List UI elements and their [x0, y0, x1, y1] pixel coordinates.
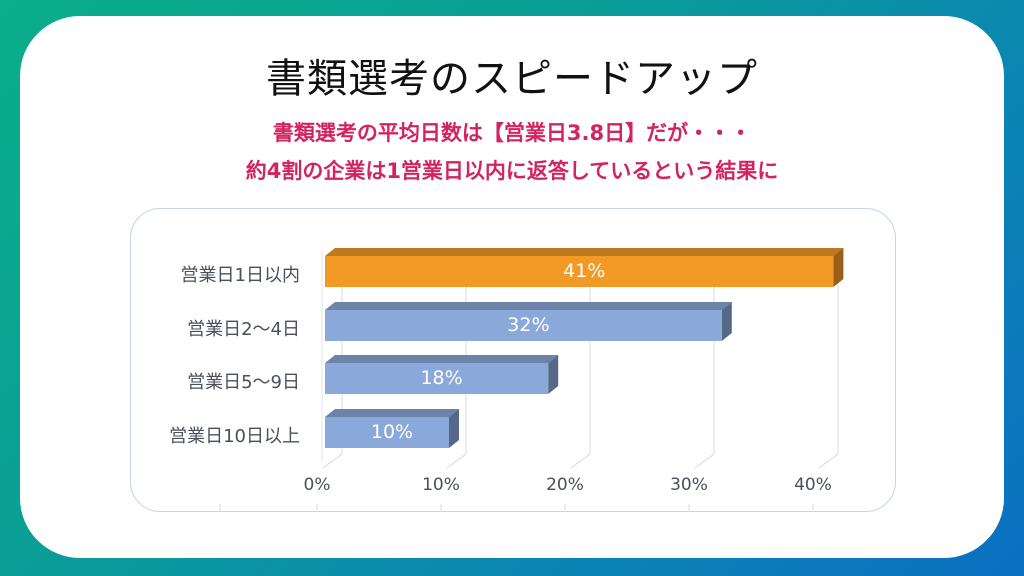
bar-side-face	[548, 355, 559, 394]
bar-top-face	[325, 355, 559, 363]
category-label: 営業日5〜9日	[187, 372, 300, 393]
bar-side-face	[721, 302, 732, 341]
bar-front-face	[325, 256, 834, 287]
subtitle-line-1: 書類選考の平均日数は【営業日3.8日】だが・・・	[272, 121, 752, 145]
gridline-floor	[570, 453, 591, 469]
bar-top-face	[325, 409, 459, 417]
category-label: 営業日10日以上	[169, 426, 300, 447]
slide-title: 書類選考のスピードアップ	[266, 56, 758, 102]
bar-front-face	[325, 310, 722, 341]
gridline-floor	[322, 453, 343, 469]
bar-value-label: 32%	[507, 314, 550, 336]
bar-value-label: 18%	[420, 367, 463, 389]
category-label: 営業日2〜4日	[187, 319, 300, 340]
bar-side-face	[833, 248, 844, 287]
x-tick-label: 30%	[670, 475, 708, 495]
bar-value-label: 41%	[563, 260, 606, 282]
bar-top-face	[325, 302, 732, 310]
subtitle-line-2: 約4割の企業は1営業日以内に返答しているという結果に	[245, 159, 779, 183]
bar-value-label: 10%	[370, 421, 414, 443]
x-tick-label: 10%	[422, 475, 460, 495]
x-tick-label: 20%	[546, 475, 584, 495]
gridline-floor	[818, 453, 839, 469]
bar-top-face	[325, 248, 844, 256]
bar-front-face	[325, 363, 549, 394]
bar-front-face	[325, 417, 449, 448]
x-tick-label: 40%	[794, 475, 832, 495]
gridline-floor	[694, 453, 715, 469]
x-tick-label: 0%	[303, 475, 331, 495]
gridline-floor	[446, 453, 467, 469]
bar-side-face	[449, 409, 459, 448]
category-label: 営業日1日以内	[180, 265, 300, 286]
